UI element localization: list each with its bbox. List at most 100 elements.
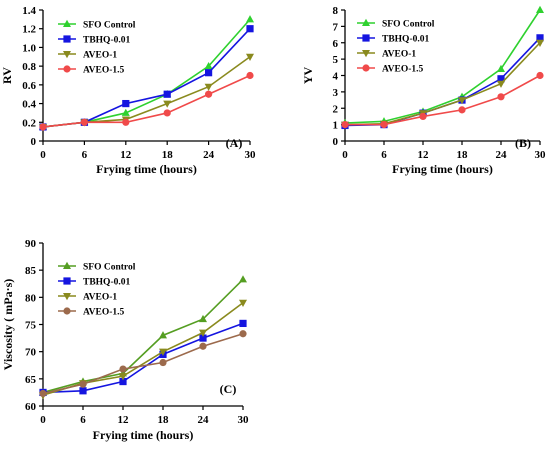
legend-marker [63, 261, 71, 269]
y-tick-label: 1.4 [22, 5, 36, 17]
data-point [536, 5, 544, 13]
legend-label: SFO Control [83, 263, 136, 273]
data-point [79, 387, 87, 395]
legend-label: AVEO-1.5 [83, 66, 125, 76]
legend-label: AVEO-1 [83, 51, 117, 61]
data-point [80, 118, 88, 126]
x-tick-label: 12 [118, 414, 130, 426]
data-point [121, 108, 130, 116]
y-tick-label: 0 [333, 136, 339, 148]
data-point [246, 71, 254, 80]
x-axis-title: Frying time (hours) [96, 162, 197, 176]
legend-label: SFO Control [382, 20, 435, 30]
y-tick-label: 0 [31, 136, 37, 148]
legend-label: TBHQ-0.01 [83, 278, 130, 288]
data-point [39, 123, 47, 131]
y-tick-label: 65 [25, 374, 37, 386]
panel-label: (B) [515, 136, 531, 150]
series-line [344, 9, 541, 124]
y-tick-label: 0.8 [22, 61, 36, 73]
y-axis-title: RV [0, 67, 14, 84]
data-point [205, 90, 213, 98]
x-tick-label: 18 [158, 414, 170, 426]
data-point [122, 99, 130, 108]
data-point [239, 299, 247, 307]
data-point [205, 69, 213, 77]
data-point [380, 121, 388, 129]
data-point [341, 121, 349, 129]
data-point [419, 112, 427, 121]
legend-marker [63, 19, 71, 27]
legend-label: SFO Control [83, 21, 136, 31]
data-point [204, 83, 213, 91]
legend-label: AVEO-1 [382, 50, 416, 60]
y-tick-label: 85 [25, 265, 37, 277]
y-tick-label: 70 [25, 347, 37, 359]
data-point [199, 314, 207, 323]
chart-panel-1: 0 0.2 0.4 0.6 0.8 1.0 1.2 1.4 0 6 12 18 24 30 Frying t… [0, 5, 256, 176]
data-point [163, 90, 171, 98]
x-tick-label: 6 [381, 149, 387, 161]
data-point [199, 329, 207, 337]
data-point [122, 118, 130, 126]
legend-label: TBHQ-0.01 [83, 36, 130, 46]
x-tick-label: 30 [245, 149, 257, 161]
x-tick-label: 24 [203, 149, 215, 161]
data-point [199, 342, 207, 350]
x-tick-label: 12 [120, 149, 132, 161]
series-line [42, 278, 244, 394]
x-axis-title: Frying time (hours) [93, 428, 194, 442]
y-tick-label: 0.2 [22, 117, 36, 129]
legend-label: AVEO-1.5 [382, 65, 424, 75]
data-point [119, 365, 127, 373]
y-tick-label: 3 [333, 87, 339, 99]
data-point [119, 377, 127, 386]
data-point [497, 80, 505, 88]
series-line [42, 56, 251, 128]
series-line [345, 74, 541, 126]
y-axis-title: Viscosity ( mPa·s) [1, 279, 15, 371]
y-tick-label: 8 [333, 5, 339, 17]
x-axis-title: Frying time (hours) [392, 162, 493, 176]
data-point [204, 61, 213, 70]
data-point [497, 64, 505, 72]
y-tick-label: 1 [333, 120, 339, 132]
legend-marker [362, 18, 370, 26]
series-line [42, 322, 244, 394]
legend-label: AVEO-1 [83, 293, 117, 303]
data-point [163, 109, 171, 117]
data-point [536, 39, 544, 47]
y-tick-label: 2 [333, 103, 339, 115]
data-point [246, 25, 254, 33]
chart-panel-3: 60 65 70 75 80 85 90 0 6 12 18 24 30 Frying time (hou… [1, 238, 249, 442]
data-point [497, 93, 505, 101]
y-tick-label: 60 [25, 401, 37, 413]
x-tick-label: 24 [198, 414, 210, 426]
x-tick-label: 18 [457, 149, 469, 161]
legend-label: AVEO-1.5 [83, 308, 125, 318]
data-point [239, 330, 247, 338]
x-tick-label: 30 [535, 149, 547, 161]
x-tick-label: 0 [40, 149, 46, 161]
series-line [42, 332, 244, 395]
data-point [239, 319, 247, 328]
x-tick-label: 30 [238, 414, 250, 426]
legend-marker [63, 293, 71, 301]
data-point [39, 389, 47, 398]
legend-marker [362, 64, 370, 72]
legend-label: TBHQ-0.01 [382, 35, 429, 45]
data-point [497, 75, 505, 83]
series-line [344, 37, 541, 127]
data-point [458, 106, 466, 114]
y-tick-label: 4 [333, 71, 339, 83]
data-point [159, 348, 167, 356]
y-tick-label: 90 [25, 238, 37, 250]
legend-marker [63, 51, 71, 59]
data-point [159, 358, 167, 367]
data-point [536, 34, 544, 42]
x-tick-label: 0 [40, 414, 46, 426]
y-tick-label: 80 [25, 292, 37, 304]
x-tick-label: 6 [82, 149, 88, 161]
data-point [246, 15, 254, 23]
